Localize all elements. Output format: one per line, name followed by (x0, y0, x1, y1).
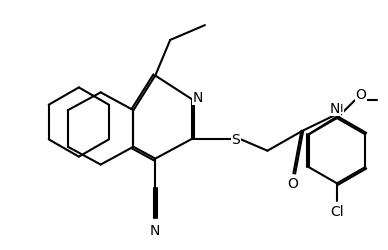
Text: S: S (231, 132, 240, 146)
Text: N: N (330, 102, 340, 116)
Text: N: N (193, 91, 203, 105)
Text: Cl: Cl (330, 204, 344, 218)
Text: O: O (287, 177, 298, 190)
Text: H: H (335, 104, 343, 114)
Text: N: N (150, 223, 161, 237)
Text: O: O (355, 88, 366, 102)
